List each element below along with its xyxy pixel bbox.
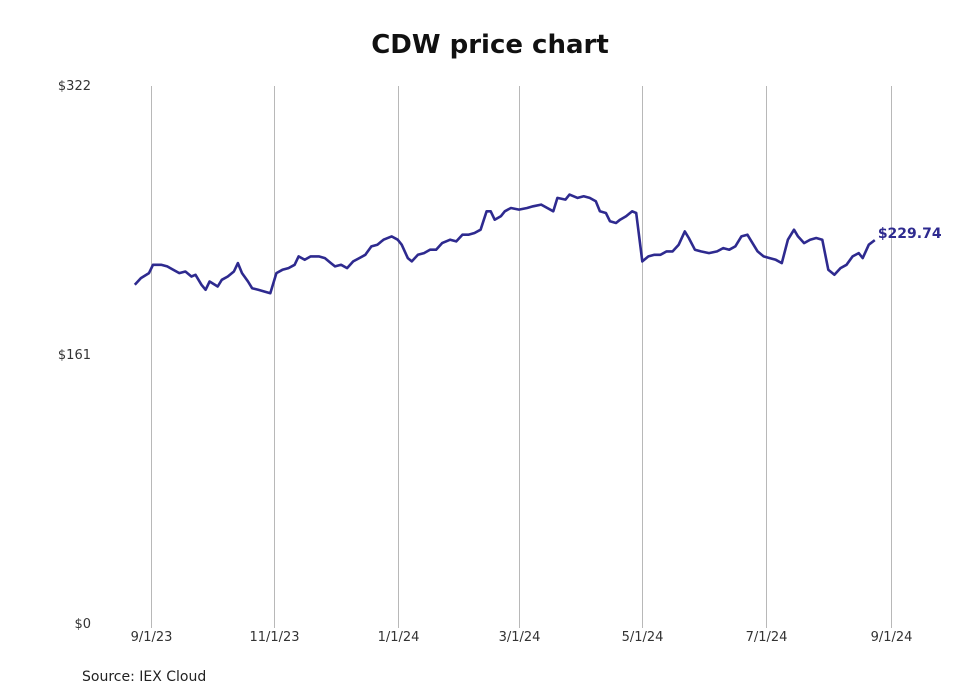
x-tick-label: 7/1/24 [746,630,788,645]
y-tick-label: $322 [58,79,91,94]
x-tick-label: 11/1/23 [249,630,299,645]
x-axis-ticks: 9/1/23 11/1/23 1/1/24 3/1/24 5/1/24 7/1/24 9/1… [131,630,913,645]
y-tick-label: $161 [58,348,91,363]
y-tick-label: $0 [74,617,91,632]
x-tick-label: 9/1/23 [131,630,173,645]
x-tick-label: 5/1/24 [622,630,664,645]
x-tick-label: 9/1/24 [871,630,913,645]
last-price-label: $229.74 [878,226,942,242]
gridlines [151,86,892,628]
chart-title: CDW price chart [371,30,609,60]
y-axis-ticks: $322 $161 $0 [58,79,91,632]
x-tick-label: 3/1/24 [499,630,541,645]
price-line-series [133,193,876,295]
x-tick-label: 1/1/24 [378,630,420,645]
source-note: Source: IEX Cloud [82,669,207,685]
